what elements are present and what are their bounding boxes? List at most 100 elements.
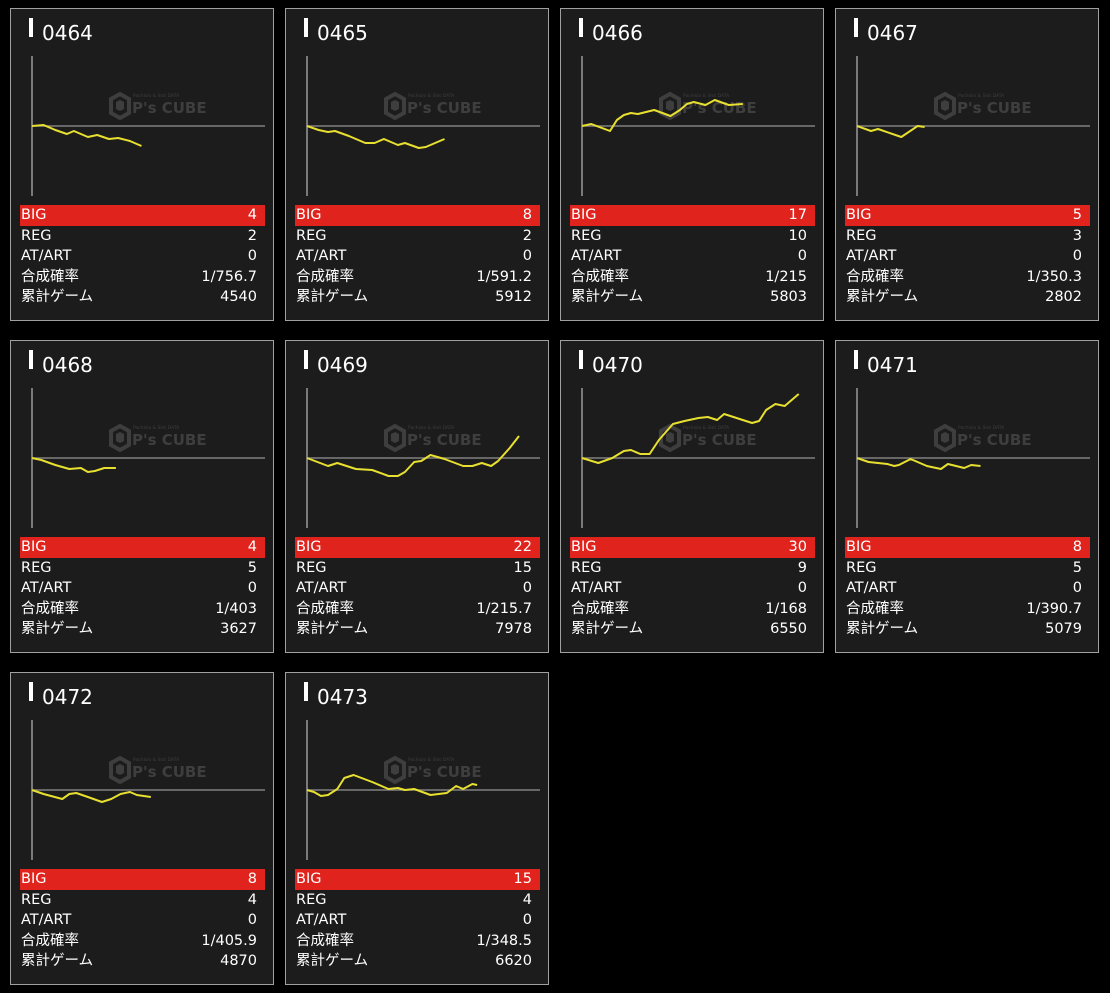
big-row: BIG 5 bbox=[845, 205, 1090, 226]
big-row: BIG 8 bbox=[845, 537, 1090, 558]
games-value: 6550 bbox=[770, 621, 807, 637]
big-count: 30 bbox=[788, 539, 807, 555]
reg-count: 2 bbox=[522, 227, 532, 244]
stats-table: BIG 4 REG 5 AT/ART 0 合成確率 1/403 累計ゲーム 3627 bbox=[20, 537, 265, 640]
machine-card-0468[interactable]: 0468 Pachislo & Slot DATA P's CUBE BIG 4 … bbox=[10, 340, 274, 653]
big-label: BIG bbox=[571, 207, 597, 223]
games-label: 累計ゲーム bbox=[846, 289, 919, 305]
at-row: AT/ART 0 bbox=[570, 246, 815, 267]
prob-row: 合成確率 1/591.2 bbox=[295, 267, 540, 288]
at-label: AT/ART bbox=[296, 248, 347, 264]
reg-row: REG 2 bbox=[20, 226, 265, 247]
big-count: 15 bbox=[513, 871, 532, 887]
slump-graph: Pachislo & Slot DATA P's CUBE bbox=[306, 720, 540, 860]
machine-card-0471[interactable]: 0471 Pachislo & Slot DATA P's CUBE BIG 8 … bbox=[835, 340, 1099, 653]
reg-label: REG bbox=[21, 227, 52, 244]
stats-table: BIG 15 REG 4 AT/ART 0 合成確率 1/348.5 累計ゲーム 6620 bbox=[295, 869, 540, 972]
stats-table: BIG 5 REG 3 AT/ART 0 合成確率 1/350.3 累計ゲーム 2802 bbox=[845, 205, 1090, 308]
slump-graph: Pachislo & Slot DATA P's CUBE bbox=[31, 388, 265, 528]
stats-table: BIG 8 REG 4 AT/ART 0 合成確率 1/405.9 累計ゲーム 4870 bbox=[20, 869, 265, 972]
at-row: AT/ART 0 bbox=[570, 578, 815, 599]
machine-card-0466[interactable]: 0466 Pachislo & Slot DATA P's CUBE BIG 17… bbox=[560, 8, 824, 321]
machine-number: 0464 bbox=[42, 21, 93, 45]
prob-label: 合成確率 bbox=[296, 600, 354, 617]
machine-card-0467[interactable]: 0467 Pachislo & Slot DATA P's CUBE BIG 5 … bbox=[835, 8, 1099, 321]
reg-row: REG 2 bbox=[295, 226, 540, 247]
cube-icon bbox=[109, 423, 131, 453]
svg-text:Pachislo & Slot DATA: Pachislo & Slot DATA bbox=[958, 425, 1005, 431]
games-value: 7978 bbox=[495, 621, 532, 637]
title-accent-bar bbox=[29, 682, 33, 701]
cube-icon bbox=[934, 423, 956, 453]
watermark-logo: Pachislo & Slot DATA P's CUBE bbox=[109, 423, 207, 453]
games-value: 5803 bbox=[770, 289, 807, 305]
prob-row: 合成確率 1/405.9 bbox=[20, 931, 265, 952]
big-count: 22 bbox=[513, 539, 532, 555]
graph-line bbox=[306, 125, 445, 149]
machine-card-0469[interactable]: 0469 Pachislo & Slot DATA P's CUBE BIG 22… bbox=[285, 340, 549, 653]
at-row: AT/ART 0 bbox=[295, 910, 540, 931]
at-label: AT/ART bbox=[571, 580, 622, 596]
machine-card-0472[interactable]: 0472 Pachislo & Slot DATA P's CUBE BIG 8 … bbox=[10, 672, 274, 985]
games-row: 累計ゲーム 4540 bbox=[20, 287, 265, 308]
prob-value: 1/348.5 bbox=[476, 932, 532, 949]
big-count: 17 bbox=[788, 207, 807, 223]
prob-value: 1/403 bbox=[215, 600, 257, 617]
games-value: 5079 bbox=[1045, 621, 1082, 637]
at-row: AT/ART 0 bbox=[20, 578, 265, 599]
big-label: BIG bbox=[571, 539, 597, 555]
big-row: BIG 8 bbox=[295, 205, 540, 226]
watermark-logo: Pachislo & Slot DATA P's CUBE bbox=[109, 755, 207, 785]
slump-graph: Pachislo & Slot DATA P's CUBE bbox=[31, 56, 265, 196]
svg-text:Pachislo & Slot DATA: Pachislo & Slot DATA bbox=[958, 93, 1005, 99]
reg-count: 3 bbox=[1072, 227, 1082, 244]
prob-value: 1/215.7 bbox=[476, 600, 532, 617]
stats-table: BIG 8 REG 5 AT/ART 0 合成確率 1/390.7 累計ゲーム 5079 bbox=[845, 537, 1090, 640]
watermark-logo: Pachislo & Slot DATA P's CUBE bbox=[384, 423, 482, 453]
at-count: 0 bbox=[522, 580, 532, 596]
machine-number: 0473 bbox=[317, 685, 368, 709]
svg-text:P's CUBE: P's CUBE bbox=[957, 99, 1032, 117]
title-accent-bar bbox=[579, 18, 583, 37]
reg-count: 5 bbox=[1072, 559, 1082, 576]
watermark-logo: Pachislo & Slot DATA P's CUBE bbox=[934, 91, 1032, 121]
svg-text:P's CUBE: P's CUBE bbox=[132, 763, 207, 781]
at-count: 0 bbox=[797, 580, 807, 596]
games-row: 累計ゲーム 4870 bbox=[20, 951, 265, 972]
slump-graph: Pachislo & Slot DATA P's CUBE bbox=[31, 720, 265, 860]
games-label: 累計ゲーム bbox=[571, 289, 644, 305]
prob-value: 1/405.9 bbox=[201, 932, 257, 949]
at-row: AT/ART 0 bbox=[845, 578, 1090, 599]
reg-count: 4 bbox=[522, 891, 532, 908]
games-row: 累計ゲーム 5912 bbox=[295, 287, 540, 308]
prob-row: 合成確率 1/403 bbox=[20, 599, 265, 620]
machine-card-0464[interactable]: 0464 Pachislo & Slot DATA P's CUBE BIG 4 … bbox=[10, 8, 274, 321]
svg-text:Pachislo & Slot DATA: Pachislo & Slot DATA bbox=[683, 93, 730, 99]
prob-row: 合成確率 1/215.7 bbox=[295, 599, 540, 620]
games-value: 4540 bbox=[220, 289, 257, 305]
games-label: 累計ゲーム bbox=[21, 621, 94, 637]
slump-graph: Pachislo & Slot DATA P's CUBE bbox=[581, 388, 815, 528]
big-row: BIG 15 bbox=[295, 869, 540, 890]
games-row: 累計ゲーム 7978 bbox=[295, 619, 540, 640]
prob-row: 合成確率 1/756.7 bbox=[20, 267, 265, 288]
reg-count: 9 bbox=[797, 559, 807, 576]
prob-label: 合成確率 bbox=[296, 932, 354, 949]
at-row: AT/ART 0 bbox=[295, 246, 540, 267]
title-accent-bar bbox=[29, 18, 33, 37]
cube-icon bbox=[384, 755, 406, 785]
reg-count: 10 bbox=[788, 227, 807, 244]
prob-label: 合成確率 bbox=[296, 268, 354, 285]
graph-line bbox=[581, 99, 743, 132]
machine-card-0470[interactable]: 0470 Pachislo & Slot DATA P's CUBE BIG 30… bbox=[560, 340, 824, 653]
graph-line bbox=[306, 774, 478, 797]
prob-label: 合成確率 bbox=[571, 600, 629, 617]
svg-text:Pachislo & Slot DATA: Pachislo & Slot DATA bbox=[133, 93, 180, 99]
stats-table: BIG 17 REG 10 AT/ART 0 合成確率 1/215 累計ゲーム 5803 bbox=[570, 205, 815, 308]
cube-icon bbox=[934, 91, 956, 121]
graph-line bbox=[856, 125, 925, 138]
reg-row: REG 3 bbox=[845, 226, 1090, 247]
machine-card-0465[interactable]: 0465 Pachislo & Slot DATA P's CUBE BIG 8 … bbox=[285, 8, 549, 321]
machine-card-0473[interactable]: 0473 Pachislo & Slot DATA P's CUBE BIG 15… bbox=[285, 672, 549, 985]
